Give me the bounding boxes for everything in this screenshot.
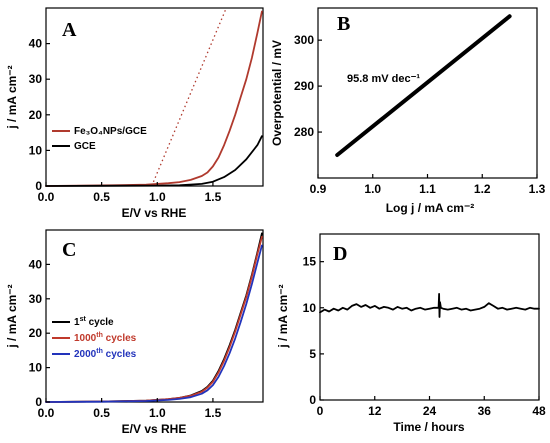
plot-frame — [317, 7, 538, 179]
legend: Fe₃O₄NPs/GCE GCE — [52, 126, 147, 152]
x-axis-label: Time / hours — [393, 420, 464, 434]
x-tick-label: 1.5 — [205, 190, 222, 204]
y-axis-label: Overpotential / mV — [270, 40, 284, 146]
y-tick-label: 30 — [29, 72, 43, 86]
y-tick-label: 40 — [29, 37, 43, 51]
x-tick-label: 0.0 — [38, 190, 55, 204]
y-tick-label: 15 — [303, 255, 317, 269]
panel-a: 0.0 0.5 1.0 1.5 0 10 20 30 40 A E/V vs RHE j / m… — [5, 7, 264, 220]
x-tick-label: 0.5 — [93, 190, 110, 204]
panel-letter: B — [337, 13, 350, 35]
x-tick-label: 48 — [532, 404, 546, 418]
series-layer — [335, 14, 512, 157]
ticks-layer: 0.9 1.0 1.1 1.2 1.3 280 290 300 — [294, 33, 546, 196]
panel-c: 0.0 0.5 1.0 1.5 0 10 20 30 40 C E/V vs RHE j / m… — [5, 229, 264, 436]
x-tick-label: 12 — [368, 404, 382, 418]
y-tick-label: 300 — [294, 33, 314, 47]
legend-label-1st: 1st cycle — [74, 316, 114, 328]
x-tick-label: 1.0 — [149, 190, 166, 204]
panel-letter: A — [62, 19, 77, 41]
y-tick-label: 0 — [35, 179, 42, 193]
x-tick-label: 1.0 — [149, 406, 166, 420]
plot-frame — [45, 229, 264, 403]
x-axis-label: Log j / mA cm⁻² — [386, 201, 475, 215]
ticks-layer: 0.0 0.5 1.0 1.5 0 10 20 30 40 — [29, 257, 222, 420]
y-tick-label: 0 — [35, 395, 42, 409]
x-tick-label: 1.1 — [419, 182, 436, 196]
x-tick-label: 1.2 — [474, 182, 491, 196]
series-layer — [45, 232, 263, 403]
x-tick-label: 0.5 — [93, 406, 110, 420]
ticks-layer: 0 12 24 36 48 0 5 10 15 — [303, 255, 546, 418]
panel-b: 0.9 1.0 1.1 1.2 1.3 280 290 300 B 95.8 mV dec⁻¹… — [270, 7, 546, 215]
tangent-line — [151, 7, 227, 187]
y-tick-label: 40 — [29, 257, 43, 271]
series-layer — [319, 292, 540, 318]
legend-label-2000th: 2000th cycles — [74, 348, 137, 360]
legend: 1st cycle 1000th cycles 2000th cycles — [52, 316, 137, 360]
legend-label-gce: GCE — [74, 141, 96, 152]
x-tick-label: 1.0 — [364, 182, 381, 196]
ticks-layer: 0.0 0.5 1.0 1.5 0 10 20 30 40 — [29, 37, 222, 204]
y-tick-label: 10 — [29, 361, 43, 375]
x-tick-label: 0.0 — [38, 406, 55, 420]
y-tick-label: 5 — [309, 347, 316, 361]
y-tick-label: 30 — [29, 292, 43, 306]
series-line-2 — [45, 244, 263, 403]
series-layer — [45, 7, 263, 187]
legend-label-fe3o4: Fe₃O₄NPs/GCE — [74, 126, 147, 137]
x-tick-label: 1.3 — [529, 182, 546, 196]
y-axis-label: j / mA cm⁻² — [5, 65, 19, 129]
tafel-slope-annotation: 95.8 mV dec⁻¹ — [347, 73, 420, 85]
x-axis-label: E/V vs RHE — [122, 206, 187, 220]
plot-frame — [45, 7, 264, 187]
y-tick-label: 10 — [303, 301, 317, 315]
y-axis-label: j / mA cm⁻² — [5, 284, 19, 348]
x-tick-label: 0 — [317, 404, 324, 418]
y-tick-label: 10 — [29, 143, 43, 157]
x-tick-label: 24 — [423, 404, 437, 418]
panel-letter: D — [333, 243, 347, 265]
legend-label-1000th: 1000th cycles — [74, 332, 137, 344]
series-line-1 — [45, 135, 263, 187]
x-axis-label: E/V vs RHE — [122, 422, 187, 436]
y-axis-label: j / mA cm⁻² — [276, 284, 290, 348]
y-tick-label: 20 — [29, 108, 43, 122]
y-tick-label: 290 — [294, 79, 314, 93]
plot-frame — [319, 233, 540, 401]
y-tick-label: 280 — [294, 125, 314, 139]
x-tick-label: 1.5 — [205, 406, 222, 420]
x-tick-label: 0.9 — [310, 182, 327, 196]
y-tick-label: 0 — [309, 393, 316, 407]
series-line-0 — [335, 14, 512, 157]
y-tick-label: 20 — [29, 326, 43, 340]
panel-letter: C — [62, 239, 76, 261]
series-line-0 — [319, 292, 540, 318]
x-tick-label: 36 — [478, 404, 492, 418]
panel-d: 0 12 24 36 48 0 5 10 15 D Time / hours j / mA cm… — [276, 233, 546, 434]
series-line-0 — [45, 10, 263, 187]
